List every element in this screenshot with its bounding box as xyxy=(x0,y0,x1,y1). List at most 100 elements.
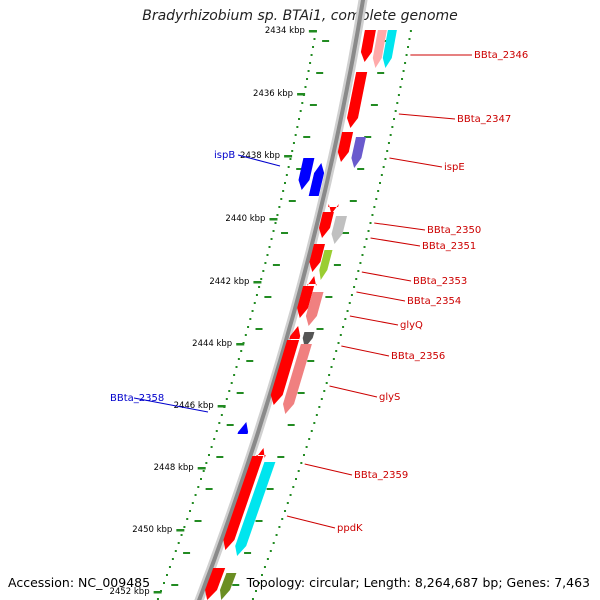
tick-dot xyxy=(220,414,223,416)
tick-dot xyxy=(266,254,269,256)
tick-dot xyxy=(296,126,299,128)
tick-dot xyxy=(183,526,186,528)
tick-dot xyxy=(215,430,218,432)
tick-dot xyxy=(332,358,335,360)
gene-arrow xyxy=(372,30,387,68)
tick-dot xyxy=(278,526,281,528)
gene-label: ppdK xyxy=(337,523,363,534)
scale-label: 2442 kbp xyxy=(209,277,249,287)
gene-arrow xyxy=(220,573,237,600)
tick-dot xyxy=(228,390,231,392)
tick-dot xyxy=(310,54,313,56)
tick-mark xyxy=(277,456,285,458)
tick-dot xyxy=(308,438,311,440)
tick-dot xyxy=(284,510,287,512)
gene-label: BBta_2359 xyxy=(354,470,408,481)
tick-dot xyxy=(254,590,257,592)
tick-dot xyxy=(302,454,305,456)
tick-dot xyxy=(305,446,308,448)
tick-mark xyxy=(307,360,315,362)
tick-dot xyxy=(313,422,316,424)
tick-dot xyxy=(269,550,272,552)
tick-dot xyxy=(309,62,312,64)
tick-dot xyxy=(244,334,247,336)
gene-arrow xyxy=(283,344,312,414)
tick-mark xyxy=(205,488,213,490)
tick-dot xyxy=(249,318,252,320)
scale-label: 2440 kbp xyxy=(225,214,265,224)
gene-features xyxy=(205,30,397,600)
tick-dot xyxy=(306,78,309,80)
label-leader-line xyxy=(356,291,406,302)
tick-dot xyxy=(218,422,221,424)
tick-dot xyxy=(359,262,362,264)
tick-dot xyxy=(315,414,318,416)
tick-dot xyxy=(285,174,288,176)
tick-dot xyxy=(365,238,368,240)
tick-mark xyxy=(309,104,317,106)
label-leader-line xyxy=(374,222,426,231)
scale-label: 2434 kbp xyxy=(265,26,305,36)
tick-mark xyxy=(272,264,280,266)
tick-dot xyxy=(300,462,303,464)
tick-dot xyxy=(270,238,273,240)
tick-mark xyxy=(266,488,274,490)
tick-dot xyxy=(289,494,292,496)
tick-mark xyxy=(288,200,296,202)
tick-dot xyxy=(162,582,165,584)
tick-dot xyxy=(386,150,389,152)
label-leader-line xyxy=(133,397,209,413)
tick-mark xyxy=(296,168,304,170)
label-leader-line xyxy=(398,113,456,120)
scale-tick xyxy=(308,30,317,33)
tick-dot xyxy=(287,166,290,168)
tick-dot xyxy=(384,158,387,160)
tick-dot xyxy=(407,46,410,48)
tick-dot xyxy=(304,86,307,88)
gene-arrow xyxy=(360,30,376,62)
tick-dot xyxy=(363,246,366,248)
gene-label: BBta_2353 xyxy=(413,276,467,287)
tick-dot xyxy=(260,278,263,280)
scale-tick xyxy=(297,93,306,96)
tick-dot xyxy=(264,262,267,264)
tick-mark xyxy=(281,232,289,234)
tick-dot xyxy=(369,222,372,224)
gene-label: glyQ xyxy=(400,320,423,331)
tick-mark xyxy=(364,136,372,138)
label-leader-line xyxy=(389,157,443,168)
gene-arrow xyxy=(347,72,368,128)
tick-dot xyxy=(165,574,168,576)
gene-arrow xyxy=(319,212,334,238)
tick-dot xyxy=(207,454,210,456)
tick-dot xyxy=(408,38,411,40)
tick-dot xyxy=(312,46,315,48)
tick-dot xyxy=(213,438,216,440)
tick-dot xyxy=(402,70,405,72)
tick-dot xyxy=(409,30,412,32)
tick-dot xyxy=(393,118,396,120)
tick-mark xyxy=(255,520,263,522)
tick-mark xyxy=(325,296,333,298)
scale-label: 2444 kbp xyxy=(192,339,232,349)
tick-dot xyxy=(156,598,159,600)
gene-label: BBta_2356 xyxy=(391,351,445,362)
tick-dot xyxy=(367,230,370,232)
tick-mark xyxy=(246,360,254,362)
tick-mark xyxy=(171,584,179,586)
tick-dot xyxy=(318,406,321,408)
gene-arrow xyxy=(297,286,315,318)
tick-dot xyxy=(272,542,275,544)
tick-dot xyxy=(391,126,394,128)
tick-dot xyxy=(387,142,390,144)
tick-dot xyxy=(202,470,205,472)
tick-dot xyxy=(373,206,376,208)
tick-dot xyxy=(186,518,189,520)
scale-tick xyxy=(284,155,293,158)
gene-arrow xyxy=(382,30,397,68)
tick-dot xyxy=(240,350,243,352)
tick-dot xyxy=(194,494,197,496)
tick-dot xyxy=(295,478,298,480)
tick-dot xyxy=(342,326,345,328)
gene-arrow xyxy=(305,292,324,326)
